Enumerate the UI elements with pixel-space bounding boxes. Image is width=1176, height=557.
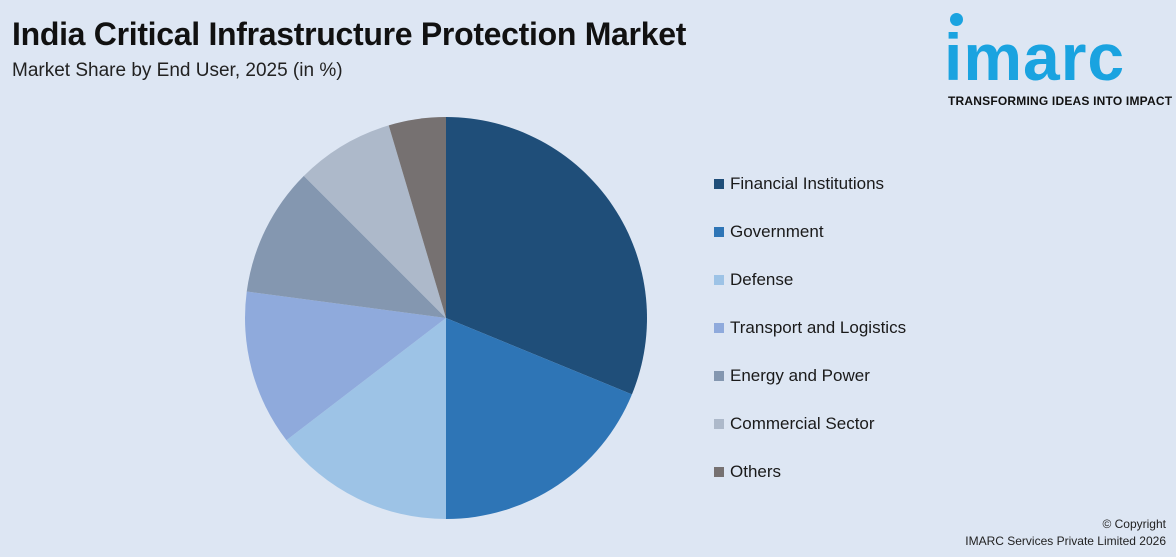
copyright-line-1: © Copyright xyxy=(1102,517,1166,531)
legend-item: Others xyxy=(714,448,906,496)
legend-label: Commercial Sector xyxy=(730,414,875,433)
legend-label: Energy and Power xyxy=(730,366,870,385)
chart-subtitle: Market Share by End User, 2025 (in %) xyxy=(12,60,343,81)
legend-swatch xyxy=(714,179,724,189)
legend-swatch xyxy=(714,227,724,237)
legend-swatch xyxy=(714,371,724,381)
legend-label: Others xyxy=(730,462,782,481)
logo-dot xyxy=(950,13,963,26)
copyright-notice: © Copyright IMARC Services Private Limit… xyxy=(965,516,1166,550)
legend-item: Transport and Logistics xyxy=(714,304,906,352)
legend-label: Defense xyxy=(730,270,794,289)
legend-swatch xyxy=(714,467,724,477)
imarc-logo: imarc TRANSFORMING IDEAS INTO IMPACT xyxy=(944,10,1173,110)
legend-item: Financial Institutions xyxy=(714,160,906,208)
copyright-line-2: IMARC Services Private Limited 2026 xyxy=(965,534,1166,548)
pie-slice-financial-institutions xyxy=(446,117,647,395)
legend-item: Defense xyxy=(714,256,906,304)
legend-swatch xyxy=(714,419,724,429)
pie-slice-government xyxy=(446,318,632,519)
pie-slice-defense xyxy=(286,318,446,519)
logo-wordmark: imarc xyxy=(944,20,1126,94)
legend-item: Energy and Power xyxy=(714,352,906,400)
legend-label: Financial Institutions xyxy=(730,174,885,193)
pie-slice-others xyxy=(388,117,446,318)
legend-label: Transport and Logistics xyxy=(730,318,907,337)
pie-slice-energy-and-power xyxy=(246,175,446,318)
chart-title: India Critical Infrastructure Protection… xyxy=(12,16,687,52)
legend-label: Government xyxy=(730,222,824,241)
legend-swatch xyxy=(714,323,724,333)
chart-legend: Financial Institutions Government Defense T… xyxy=(714,160,906,496)
legend-item: Commercial Sector xyxy=(714,400,906,448)
legend-swatch xyxy=(714,275,724,285)
logo-tagline: TRANSFORMING IDEAS INTO IMPACT xyxy=(948,94,1173,108)
pie-slice-transport-and-logistics xyxy=(245,291,446,441)
legend-item: Government xyxy=(714,208,906,256)
pie-slice-commercial-sector xyxy=(303,125,446,318)
